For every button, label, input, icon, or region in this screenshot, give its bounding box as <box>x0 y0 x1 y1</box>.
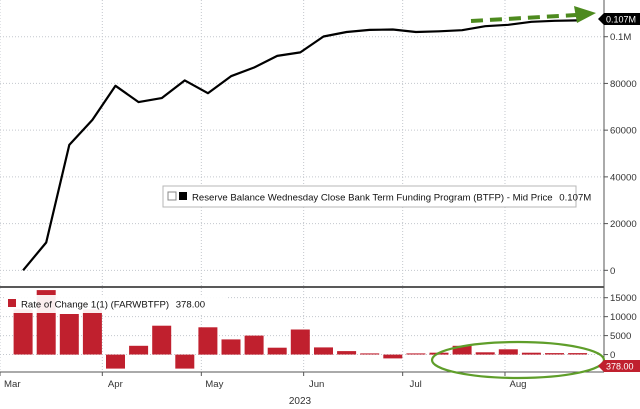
bottom-last-value-text: 378.00 <box>606 362 634 372</box>
bottom-y-tick-label-3: 15000 <box>610 293 637 304</box>
bottom-last-value-tag-shape <box>598 360 640 372</box>
top-last-value-tag: 0.107M <box>598 13 640 25</box>
bottom-y-tick-label-0: 0 <box>610 350 615 361</box>
top-panel-grid <box>0 36 608 271</box>
bottom-last-value-tag: 378.00 <box>598 360 640 372</box>
top-legend-swatch-outline <box>167 191 177 201</box>
top-last-value-tag-shape <box>598 13 640 25</box>
roc-bar-14 <box>337 351 357 355</box>
bottom-y-tick-label-1: 5000 <box>610 331 631 342</box>
bottom-y-tick-label-2: 10000 <box>610 312 637 323</box>
roc-bar-19 <box>452 345 472 355</box>
top-legend-label: Reserve Balance Wednesday Close Bank Ter… <box>192 193 591 204</box>
x-tick-labels: Mar Apr May Jun Jul Aug <box>4 379 527 390</box>
top-last-value-text: 0.107M <box>606 15 636 25</box>
roc-bar-24 <box>568 353 588 355</box>
top-legend-value: 0.107M <box>559 193 591 204</box>
top-y-tick-label-1: 20000 <box>610 219 637 230</box>
roc-bar-15 <box>360 353 380 355</box>
top-y-tick-labels: 0 20000 40000 60000 80000 0.1M <box>610 32 637 277</box>
roc-bar-11 <box>267 347 287 355</box>
bottom-legend-box <box>4 295 226 313</box>
top-y-tick-label-4: 80000 <box>610 79 637 90</box>
top-legend-box <box>162 185 577 208</box>
trend-arrow-annotation <box>470 6 596 23</box>
roc-bar-17 <box>406 353 426 355</box>
roc-bar-16 <box>383 354 403 359</box>
bottom-legend-swatch <box>8 299 16 307</box>
roc-bar-8 <box>198 327 218 355</box>
bottom-legend-text: Rate of Change 1(1) (FARWBTFP) <box>21 300 169 311</box>
x-tick-label-3: Jun <box>309 379 324 390</box>
bottom-panel-grid <box>0 297 608 356</box>
bottom-legend-value: 378.00 <box>176 300 205 311</box>
bottom-legend: Rate of Change 1(1) (FARWBTFP) 378.00 <box>4 295 226 313</box>
roc-bar-10 <box>244 335 264 355</box>
roc-bar-5 <box>129 345 149 355</box>
top-legend: Reserve Balance Wednesday Close Bank Ter… <box>162 185 591 208</box>
year-label: 2023 <box>289 396 312 407</box>
top-y-tick-label-3: 60000 <box>610 126 637 137</box>
top-y-tick-label-2: 40000 <box>610 172 637 183</box>
btfp-line <box>22 19 578 272</box>
roc-bar-9 <box>221 339 241 355</box>
trend-arrow-shaft <box>470 13 577 23</box>
roc-bar-22 <box>521 352 541 355</box>
x-tick-label-2: May <box>205 379 223 390</box>
top-y-tick-label-5: 0.1M <box>610 32 631 43</box>
roc-bar-13 <box>314 347 333 355</box>
top-y-tick-label-0: 0 <box>610 266 615 277</box>
roc-bar-12 <box>290 329 310 355</box>
roc-bar-6 <box>152 325 172 355</box>
x-tick-label-4: Jul <box>410 379 422 390</box>
roc-bar-23 <box>545 353 564 355</box>
x-tick-label-1: Apr <box>108 379 124 390</box>
trend-arrow-head <box>574 6 596 23</box>
x-tick-label-0: Mar <box>4 379 21 390</box>
top-legend-text: Reserve Balance Wednesday Close Bank Ter… <box>192 193 553 204</box>
roc-bar-20 <box>475 352 495 355</box>
bottom-legend-label: Rate of Change 1(1) (FARWBTFP) 378.00 <box>21 300 205 311</box>
roc-bar-4 <box>106 354 125 369</box>
roc-bar-0 <box>13 309 33 355</box>
top-legend-swatch <box>179 192 187 200</box>
x-tick-label-5: Aug <box>509 379 526 390</box>
roc-bar-2 <box>59 314 79 355</box>
bottom-y-tick-labels: 0 5000 10000 15000 <box>610 293 637 361</box>
roc-bar-3 <box>82 309 102 355</box>
roc-bar-7 <box>175 354 195 369</box>
roc-bar-21 <box>498 349 518 355</box>
